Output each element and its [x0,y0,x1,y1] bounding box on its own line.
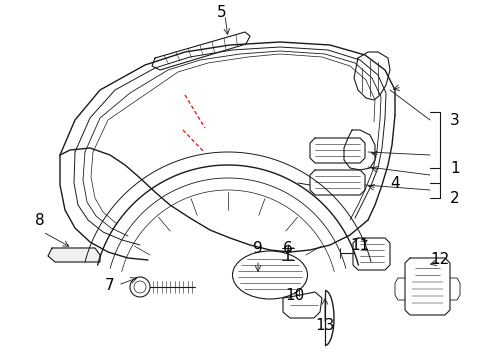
Polygon shape [48,248,100,262]
Text: 2: 2 [449,190,459,206]
Text: 9: 9 [253,240,263,256]
Circle shape [130,277,150,297]
Circle shape [134,281,146,293]
Text: 5: 5 [217,5,226,19]
Text: 6: 6 [283,240,292,256]
Text: 13: 13 [315,318,334,333]
Text: 11: 11 [350,238,369,252]
Text: 12: 12 [429,252,448,267]
Text: 7: 7 [105,278,115,292]
Ellipse shape [232,251,307,299]
Text: 3: 3 [449,113,459,127]
Text: 8: 8 [35,212,45,228]
Text: 1: 1 [449,161,459,176]
Text: 4: 4 [389,176,399,190]
Text: 10: 10 [285,288,304,302]
